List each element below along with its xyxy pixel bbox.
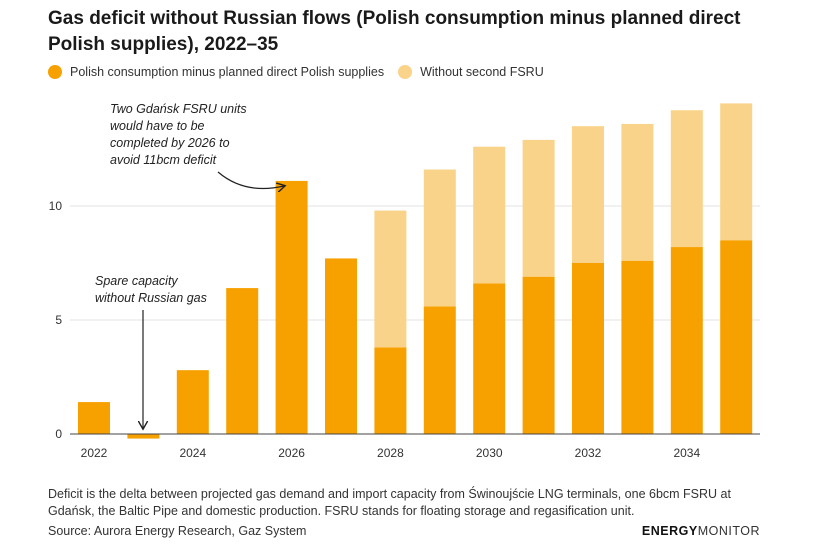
legend-item-consumption: Polish consumption minus planned direct … — [48, 65, 384, 79]
y-tick-label-5: 5 — [55, 313, 62, 327]
x-tick-label-2028: 2028 — [377, 446, 404, 460]
legend-item-without-fsru: Without second FSRU — [398, 65, 544, 79]
annotation-spare-line-2: without Russian gas — [95, 291, 207, 305]
bar-without-fsru-2035 — [720, 103, 753, 241]
x-tick-label-2026: 2026 — [278, 446, 305, 460]
bar-consumption-2031 — [522, 276, 555, 434]
bar-chart: 0 5 10 2022 2024 2026 2028 2030 2032 2034 Two Gdań… — [49, 102, 760, 460]
chart-title: Gas deficit without Russian flows (Polis… — [48, 8, 741, 55]
bar-consumption-2035 — [720, 240, 753, 434]
x-tick-label-2032: 2032 — [575, 446, 602, 460]
annotation-spare-line-1: Spare capacity — [95, 274, 178, 288]
y-tick-label-10: 10 — [49, 199, 63, 213]
bar-without-fsru-2030 — [473, 146, 506, 284]
legend-label-consumption: Polish consumption minus planned direct … — [70, 65, 385, 79]
annotation-fsru-line-4: avoid 11bcm deficit — [110, 153, 217, 167]
x-tick-label-2030: 2030 — [476, 446, 503, 460]
bar-consumption-2027 — [325, 258, 357, 434]
annotation-fsru-arrow — [217, 171, 284, 189]
bar-consumption-2028 — [374, 347, 407, 434]
legend-swatch-without-fsru — [398, 65, 413, 79]
bar-without-fsru-2031 — [522, 139, 555, 277]
x-tick-label-2034: 2034 — [673, 446, 700, 460]
source-text: Source: Aurora Energy Research, Gaz Syst… — [48, 524, 307, 538]
bar-without-fsru-2033 — [621, 123, 654, 261]
bar-consumption-2022 — [78, 402, 110, 434]
x-tick-label-2024: 2024 — [179, 446, 206, 460]
legend-swatch-consumption — [48, 65, 62, 79]
annotation-fsru-line-3: completed by 2026 to — [110, 136, 230, 150]
publisher-logo: ENERGYMONITOR — [642, 524, 760, 538]
logo-monitor: MONITOR — [697, 524, 760, 538]
bar-consumption-2024 — [176, 370, 209, 434]
x-tick-label-2022: 2022 — [81, 446, 108, 460]
bar-consumption-2029 — [423, 306, 456, 434]
annotation-fsru-line-1: Two Gdańsk FSRU units — [110, 102, 247, 116]
bar-consumption-2030 — [473, 283, 506, 434]
bar-consumption-2033 — [621, 260, 654, 434]
annotation-fsru-line-2: would have to be — [110, 119, 205, 133]
bar-consumption-2034 — [670, 247, 703, 434]
logo-energy: ENERGY — [641, 524, 698, 538]
footnote: Deficit is the delta between projected g… — [48, 487, 731, 518]
bar-consumption-2032 — [572, 263, 604, 434]
legend-label-without-fsru: Without second FSRU — [420, 65, 544, 79]
chart-legend: Polish consumption minus planned direct … — [48, 63, 558, 81]
bar-consumption-2026 — [275, 180, 308, 434]
bar-without-fsru-2032 — [572, 126, 604, 263]
bar-consumption-2023 — [127, 434, 160, 439]
y-tick-label-0: 0 — [55, 427, 62, 441]
bar-without-fsru-2029 — [423, 169, 456, 307]
bar-without-fsru-2028 — [374, 210, 407, 348]
bar-consumption-2025 — [226, 288, 259, 434]
bar-without-fsru-2034 — [670, 110, 703, 248]
